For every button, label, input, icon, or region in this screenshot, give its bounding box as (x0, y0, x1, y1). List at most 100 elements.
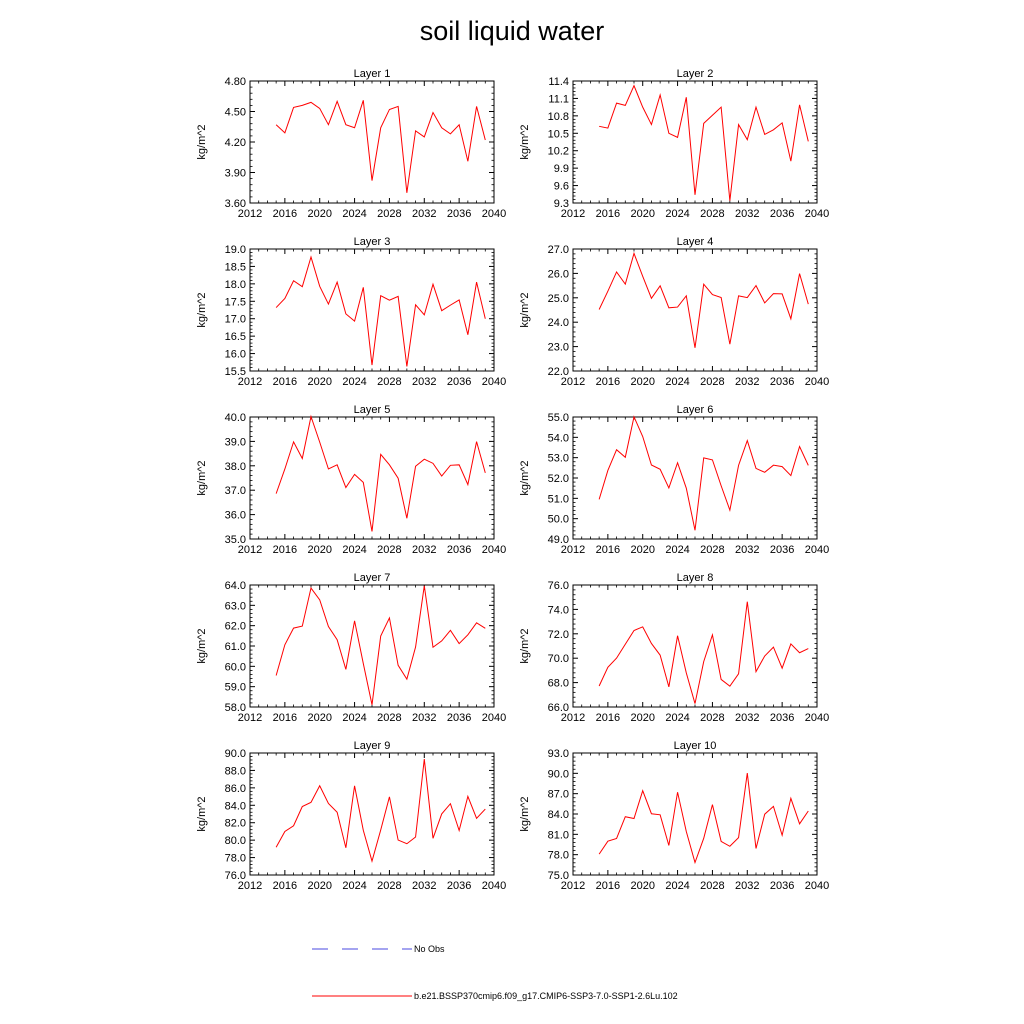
panel-9-ytick-label: 84.0 (225, 800, 246, 812)
panel-7-ytick-label: 63.0 (225, 600, 246, 612)
panel-5-ytick-label: 36.0 (225, 510, 246, 522)
panel-10-ylabel: kg/m^2 (519, 796, 531, 831)
panel-4-xtick-label: 2032 (735, 376, 759, 388)
panel-3-xtick-label: 2028 (377, 376, 401, 388)
panel-3-ytick-label: 16.0 (225, 349, 246, 361)
panel-4: Layer 4 kg/m^2 2012 2016 2020 2024 2028 2032 203… (519, 236, 829, 388)
panel-7-series-line (275, 585, 486, 705)
panel-2-xtick-label: 2032 (735, 208, 759, 220)
panel-1-ylabel: kg/m^2 (196, 124, 208, 159)
panel-3-title: Layer 3 (354, 236, 391, 248)
panel-6-ylabel: kg/m^2 (519, 460, 531, 495)
panel-4-ytick-label: 23.0 (548, 342, 569, 354)
panel-2-ytick-label: 10.2 (548, 146, 569, 158)
panel-10-xtick-label: 2040 (805, 880, 829, 892)
panel-1-xtick-label: 2028 (377, 208, 401, 220)
panel-10-xtick-label: 2012 (561, 880, 585, 892)
panel-3-ytick-label: 16.5 (225, 331, 246, 343)
panel-4-xtick-label: 2016 (596, 376, 620, 388)
panel-2-ytick-label: 11.4 (548, 76, 569, 88)
panel-5-ytick-label: 35.0 (225, 534, 246, 546)
panel-8-title: Layer 8 (677, 572, 714, 584)
panel-7-ytick-label: 61.0 (225, 641, 246, 653)
panel-7-frame (249, 584, 495, 708)
panel-5-xtick-label: 2032 (412, 544, 436, 556)
panel-8-xtick-label: 2016 (596, 712, 620, 724)
panel-7-xtick-label: 2028 (377, 712, 401, 724)
panel-5-frame (249, 416, 495, 540)
panel-3-ytick-label: 15.5 (225, 366, 246, 378)
panel-6-xtick-label: 2028 (700, 544, 724, 556)
panel-3-xtick-label: 2012 (238, 376, 262, 388)
panel-9-ytick-label: 88.0 (225, 765, 246, 777)
panel-3-xtick-label: 2032 (412, 376, 436, 388)
panel-5: Layer 5 kg/m^2 2012 2016 2020 2024 2028 2032 203… (196, 404, 506, 556)
panel-6-ytick-label: 54.0 (548, 432, 569, 444)
panel-1-xtick-label: 2016 (273, 208, 297, 220)
panel-1-ytick-label: 4.80 (225, 76, 246, 88)
panel-10-frame (572, 752, 818, 876)
panel-2-ytick-label: 10.5 (548, 128, 569, 140)
panel-9-ytick-label: 80.0 (225, 835, 246, 847)
panel-2-xtick-label: 2012 (561, 208, 585, 220)
panel-3: Layer 3 kg/m^2 2012 2016 2020 2024 2028 2032 203… (196, 236, 506, 388)
panel-9-frame (249, 752, 495, 876)
panel-8-ytick-label: 76.0 (548, 580, 569, 592)
panel-3-xtick-label: 2040 (482, 376, 506, 388)
panel-4-ytick-label: 26.0 (548, 268, 569, 280)
panel-1-ytick-label: 4.20 (225, 137, 246, 149)
panel-7-ytick-label: 64.0 (225, 580, 246, 592)
panel-7-xtick-label: 2020 (307, 712, 331, 724)
panel-3-ytick-label: 18.5 (225, 261, 246, 273)
panel-5-ytick-label: 40.0 (225, 412, 246, 424)
panel-7-xtick-label: 2040 (482, 712, 506, 724)
panel-9-xtick-label: 2032 (412, 880, 436, 892)
panel-7-xtick-label: 2036 (447, 712, 471, 724)
panel-8-ylabel: kg/m^2 (519, 628, 531, 663)
panel-4-ytick-label: 24.0 (548, 317, 569, 329)
panel-5-xtick-label: 2028 (377, 544, 401, 556)
panel-6-series-line (598, 415, 809, 531)
panel-2-frame (572, 80, 818, 204)
panel-9-ytick-label: 82.0 (225, 818, 246, 830)
panel-6-ytick-label: 50.0 (548, 514, 569, 526)
panel-3-xtick-label: 2020 (307, 376, 331, 388)
panel-10-ytick-label: 75.0 (548, 870, 569, 882)
panel-2-xtick-label: 2028 (700, 208, 724, 220)
panel-8-xtick-label: 2024 (665, 712, 689, 724)
panel-3-ytick-label: 18.0 (225, 279, 246, 291)
panel-8: Layer 8 kg/m^2 2012 2016 2020 2024 2028 2032 203… (519, 572, 829, 724)
panel-8-ytick-label: 66.0 (548, 702, 569, 714)
panel-6-title: Layer 6 (677, 404, 714, 416)
panel-1-xtick-label: 2024 (342, 208, 366, 220)
panel-8-xtick-label: 2012 (561, 712, 585, 724)
panel-2-ytick-label: 9.3 (554, 198, 569, 210)
panel-7: Layer 7 kg/m^2 2012 2016 2020 2024 2028 2032 203… (196, 572, 506, 724)
panel-3-ylabel: kg/m^2 (196, 292, 208, 327)
panel-5-xtick-label: 2012 (238, 544, 262, 556)
panel-10-title: Layer 10 (674, 740, 717, 752)
panel-10-ytick-label: 87.0 (548, 789, 569, 801)
panel-4-xtick-label: 2024 (665, 376, 689, 388)
panel-9-series-line (275, 759, 486, 863)
panel-9-xtick-label: 2012 (238, 880, 262, 892)
panel-7-xtick-label: 2012 (238, 712, 262, 724)
panel-8-ytick-label: 68.0 (548, 678, 569, 690)
panel-9-title: Layer 9 (354, 740, 391, 752)
panel-4-ylabel: kg/m^2 (519, 292, 531, 327)
panel-6-ytick-label: 51.0 (548, 493, 569, 505)
panel-4-frame (572, 248, 818, 372)
panel-9-xtick-label: 2036 (447, 880, 471, 892)
panel-5-ytick-label: 37.0 (225, 485, 246, 497)
panel-6-frame (572, 416, 818, 540)
panel-4-series-line (598, 251, 809, 348)
panel-8-ytick-label: 74.0 (548, 604, 569, 616)
panel-5-ylabel: kg/m^2 (196, 460, 208, 495)
panel-1-ytick-label: 4.50 (225, 107, 246, 119)
panel-2-xtick-label: 2020 (630, 208, 654, 220)
panel-6: Layer 6 kg/m^2 2012 2016 2020 2024 2028 2032 203… (519, 404, 829, 556)
panel-10-ytick-label: 93.0 (548, 748, 569, 760)
panel-2-title: Layer 2 (677, 68, 714, 80)
panel-4-xtick-label: 2020 (630, 376, 654, 388)
